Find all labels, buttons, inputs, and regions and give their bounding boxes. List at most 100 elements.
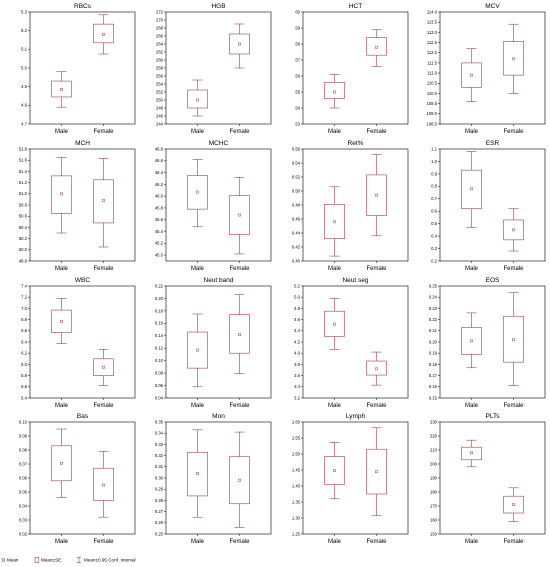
- y-tick-label: 220: [430, 433, 438, 438]
- x-tick-label-female: Female: [229, 129, 250, 135]
- y-tick-label: 5.0: [294, 295, 300, 300]
- mean-marker-male: [333, 322, 336, 326]
- y-tick-label: 0.46: [292, 216, 301, 221]
- y-tick-label: 5.4: [21, 395, 27, 400]
- se-box-female: [229, 33, 250, 55]
- y-tick-label: 0.7: [431, 196, 437, 201]
- mean-marker-male: [333, 90, 336, 94]
- y-tick-label: 4.2: [294, 339, 300, 344]
- x-tick-label-male: Male: [328, 403, 342, 409]
- y-tick-label: 254: [156, 81, 164, 86]
- mean-marker-female: [238, 213, 241, 217]
- mean-marker-male: [470, 187, 473, 191]
- x-tick-label-male: Male: [191, 266, 205, 272]
- y-tick-label: 0.44: [292, 230, 301, 235]
- y-tick-label: 180: [430, 489, 438, 494]
- y-tick-label: 0.24: [429, 295, 438, 300]
- x-tick-label-female: Female: [229, 539, 250, 545]
- plot-frame: [302, 11, 409, 125]
- y-tick-label: 0.10: [155, 358, 164, 363]
- y-tick-label: 5.6: [21, 384, 27, 389]
- se-box-female: [93, 23, 114, 44]
- y-tick-label: 46.0: [155, 194, 164, 199]
- y-tick-label: 150: [430, 531, 438, 536]
- mean-marker-female: [512, 503, 515, 506]
- se-box-female: [366, 174, 387, 216]
- y-tick-label: 5.8: [21, 373, 27, 378]
- y-tick-label: 45.0: [155, 253, 164, 258]
- se-box-male: [187, 89, 208, 109]
- panel-title: WBC: [75, 277, 90, 284]
- y-tick-label: 114.0: [427, 9, 438, 14]
- y-tick-label: 109.5: [427, 101, 438, 106]
- mean-marker-female: [238, 333, 241, 336]
- se-box-male: [187, 175, 208, 210]
- y-tick-label: 51.4: [19, 169, 28, 174]
- y-tick-label: 3.6: [294, 373, 300, 378]
- panel-neut-seg: Neut seg 3.2 3.4 3.6 3.8 4.0 4.2 4.4 4.6 4.8 5.0 5.…: [294, 277, 409, 409]
- plot-frame: [439, 148, 546, 262]
- y-tick-label: 0.3: [431, 246, 437, 251]
- y-tick-label: 110.5: [427, 81, 438, 86]
- x-tick-label-male: Male: [465, 266, 479, 272]
- y-tick-label: 256: [156, 73, 164, 78]
- mean-marker-female: [102, 365, 105, 369]
- y-tick-label: 0.18: [429, 362, 438, 367]
- y-tick-label: 5.1: [21, 47, 27, 52]
- se-box-male: [51, 445, 72, 482]
- y-tick-label: 46.6: [155, 158, 164, 163]
- y-tick-label: 0.21: [429, 328, 438, 333]
- plot-frame: [302, 421, 409, 535]
- plot-frame: [165, 11, 272, 125]
- x-tick-label-male: Male: [328, 539, 342, 545]
- y-tick-label: 0.19: [429, 351, 438, 356]
- y-tick-label: 49.8: [19, 258, 28, 263]
- y-tick-label: 0.42: [292, 244, 301, 249]
- y-tick-label: 54: [295, 105, 300, 110]
- mean-marker-male: [333, 469, 336, 472]
- y-tick-label: 46.4: [155, 170, 164, 175]
- y-tick-label: 0.34: [155, 431, 164, 436]
- panel-mchc: MCHC 45.0 45.2 45.4 45.6 45.8 46.0 46.2 46.4 46.6…: [155, 140, 272, 272]
- x-tick-label-male: Male: [55, 266, 69, 272]
- y-tick-label: 0.29: [155, 487, 164, 492]
- se-box-male: [461, 446, 482, 461]
- x-tick-label-male: Male: [465, 403, 479, 409]
- mean-marker-female: [512, 338, 515, 342]
- y-tick-label: 51.2: [19, 180, 28, 185]
- se-box-female: [366, 37, 387, 56]
- x-tick-label-female: Female: [93, 129, 114, 135]
- y-tick-label: 5.2: [294, 283, 300, 288]
- se-box-female: [503, 315, 524, 363]
- y-tick-label: 160: [430, 517, 438, 522]
- y-tick-label: 250: [156, 97, 164, 102]
- y-tick-label: 0.20: [429, 339, 438, 344]
- mean-marker-female: [238, 478, 241, 482]
- y-tick-label: 1.60: [292, 419, 301, 424]
- x-tick-label-male: Male: [465, 129, 479, 135]
- y-tick-label: 45.4: [155, 229, 164, 234]
- y-tick-label: 50.0: [19, 247, 28, 252]
- se-box-female: [366, 360, 387, 376]
- y-tick-label: 7.4: [21, 283, 27, 288]
- x-tick-label-female: Female: [503, 129, 524, 135]
- se-box-male: [51, 80, 72, 98]
- y-tick-label: 6.6: [21, 328, 27, 333]
- mean-marker-male: [470, 451, 473, 455]
- se-box-male: [461, 169, 482, 210]
- mean-marker-male: [196, 348, 199, 352]
- y-tick-label: 0.31: [155, 464, 164, 469]
- panel-title: MCV: [485, 3, 500, 10]
- y-tick-label: 0.03: [19, 517, 28, 522]
- y-tick-label: 0.4: [431, 234, 437, 239]
- y-tick-label: 111.0: [427, 70, 438, 75]
- x-tick-label-female: Female: [93, 539, 114, 545]
- se-box-male: [324, 204, 345, 239]
- y-tick-label: 0.16: [155, 321, 164, 326]
- y-tick-label: 190: [430, 475, 438, 480]
- y-tick-label: 272: [156, 9, 164, 14]
- y-tick-label: 0.26: [155, 520, 164, 525]
- se-box-male: [324, 82, 345, 99]
- y-tick-label: 0.25: [429, 283, 438, 288]
- panel-title: Neut seg: [342, 277, 368, 284]
